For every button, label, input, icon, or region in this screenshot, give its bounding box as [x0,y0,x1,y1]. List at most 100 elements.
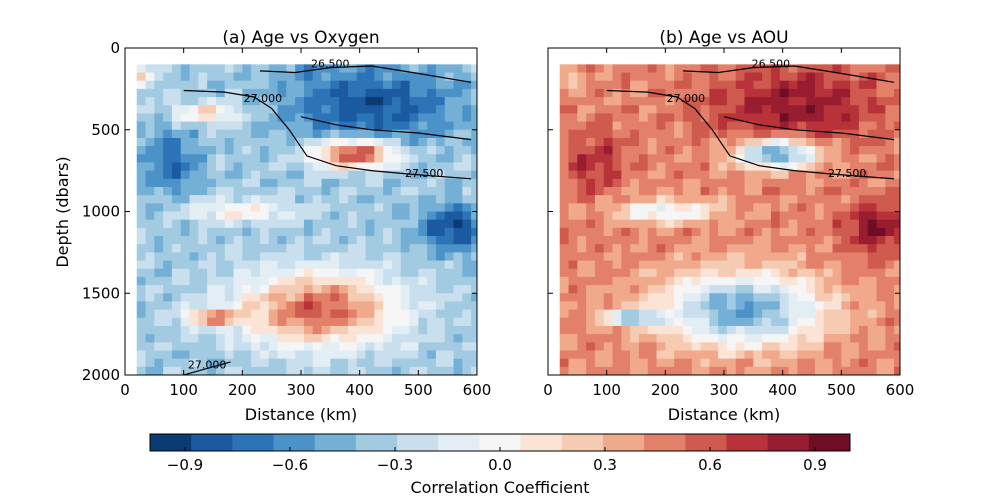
heatmap-cell-a-206 [180,195,191,204]
heatmap-cell-a-187 [171,350,182,360]
heatmap-cell-b-193 [603,88,614,98]
heatmap-cell-b-1172 [823,325,834,335]
heatmap-cell-a-439 [233,236,243,245]
heatmap-cell-b-732 [726,146,737,155]
heatmap-cell-a-257 [189,301,199,311]
heatmap-cell-a-591 [268,236,279,245]
heatmap-cell-a-1434 [462,293,472,303]
heatmap-cell-b-841 [753,105,763,114]
y-axis-label-a: Depth (dbars) [53,156,72,267]
heatmap-cell-b-1340 [867,146,878,155]
heatmap-cell-b-223 [603,334,614,343]
heatmap-cell-a-766 [312,113,323,123]
heatmap-cell-b-365 [638,252,649,262]
heatmap-cell-a-1464 [471,227,477,237]
heatmap-cell-b-1456 [894,162,900,172]
heatmap-cell-a-302 [198,358,208,368]
heatmap-cell-a-282 [198,195,208,204]
heatmap-cell-a-233 [189,105,199,114]
heatmap-cell-b-370 [638,293,649,303]
heatmap-cell-b-603 [691,334,702,343]
heatmap-cell-a-536 [259,97,270,106]
heatmap-cell-a-424 [233,113,243,123]
heatmap-cell-b-1142 [823,80,834,90]
y-ticks-b [548,47,900,376]
heatmap-cell-b-1285 [850,317,860,327]
heatmap-cell-a-1092 [383,293,393,303]
heatmap-cell-b-312 [630,129,640,139]
heatmap-cell-b-1175 [823,350,834,360]
heatmap-cell-b-157 [594,105,605,114]
heatmap-cell-b-1346 [867,195,878,204]
heatmap-cell-a-1281 [427,285,437,294]
heatmap-cell-b-293 [621,285,631,294]
heatmap-cell-b-887 [762,170,772,180]
heatmap-cell-a-1239 [418,252,428,262]
heatmap-cell-a-369 [215,285,226,294]
heatmap-cell-a-212 [180,244,191,253]
heatmap-cell-b-350 [638,129,649,139]
heatmap-cell-a-1233 [418,203,428,213]
heatmap-cell-b-258 [612,309,622,319]
heatmap-cell-b-1359 [867,301,878,311]
heatmap-cell-a-939 [347,285,358,294]
heatmap-cell-a-1319 [435,285,446,294]
heatmap-cell-b-965 [779,186,790,196]
heatmap-cell-b-1222 [841,113,851,123]
heatmap-cell-a-1072 [383,129,393,139]
heatmap-cell-b-1271 [850,203,860,213]
heatmap-cell-a-808 [321,146,331,155]
heatmap-cell-a-376 [215,342,226,352]
heatmap-cell-b-1478 [894,342,900,352]
heatmap-cell-b-1201 [832,252,842,262]
heatmap-cell-b-771 [735,154,746,164]
heatmap-cell-b-772 [735,162,746,172]
heatmap-cell-a-805 [321,121,331,131]
heatmap-cell-b-666 [709,227,719,237]
heatmap-cell-a-887 [339,170,349,180]
heatmap-cell-a-1447 [471,88,477,98]
heatmap-cell-a-834 [321,358,331,368]
heatmap-cell-a-582 [268,162,279,172]
heatmap-cell-a-628 [277,227,287,237]
heatmap-cell-b-163 [594,154,605,164]
heatmap-cell-a-563 [259,317,270,327]
heatmap-cell-a-869 [330,334,340,343]
heatmap-cell-b-1162 [823,244,834,253]
heatmap-cell-a-599 [268,301,279,311]
heatmap-cell-a-284 [198,211,208,221]
heatmap-cell-a-568 [259,358,270,368]
heatmap-cell-a-802 [321,97,331,106]
heatmap-cell-b-582 [691,162,702,172]
heatmap-cell-a-358 [215,195,226,204]
heatmap-cell-a-16 [136,195,147,204]
heatmap-cell-b-1180 [832,80,842,90]
heatmap-cell-b-1099 [806,350,816,360]
heatmap-cell-a-815 [321,203,331,213]
heatmap-cell-b-1056 [797,309,807,319]
heatmap-cell-a-1423 [462,203,472,213]
heatmap-cell-a-900 [339,276,349,286]
contour-label-b-2: 27.500 [828,167,867,180]
heatmap-cell-b-661 [709,186,719,196]
heatmap-cell-b-1104 [814,80,825,90]
heatmap-cell-b-1144 [823,97,834,106]
heatmap-cell-b-198 [603,129,614,139]
heatmap-cell-a-956 [356,113,367,123]
heatmap-cell-b-775 [735,186,746,196]
heatmap-cell-b-243 [612,186,622,196]
heatmap-cell-b-149 [586,350,596,360]
heatmap-cell-a-1110 [391,129,402,139]
heatmap-cell-b-1279 [850,268,860,278]
heatmap-cell-a-1300 [435,129,446,139]
heatmap-cell-a-1477 [471,334,477,343]
heatmap-cell-b-245 [612,203,622,213]
heatmap-cell-b-1007 [788,219,798,229]
heatmap-cell-a-69 [145,317,155,327]
heatmap-cell-a-852 [330,195,340,204]
heatmap-cell-a-1238 [418,244,428,253]
heatmap-cell-a-151 [163,366,173,375]
heatmap-cell-b-415 [647,350,658,360]
heatmap-cell-b-929 [770,203,781,213]
heatmap-cell-a-1012 [365,260,375,270]
